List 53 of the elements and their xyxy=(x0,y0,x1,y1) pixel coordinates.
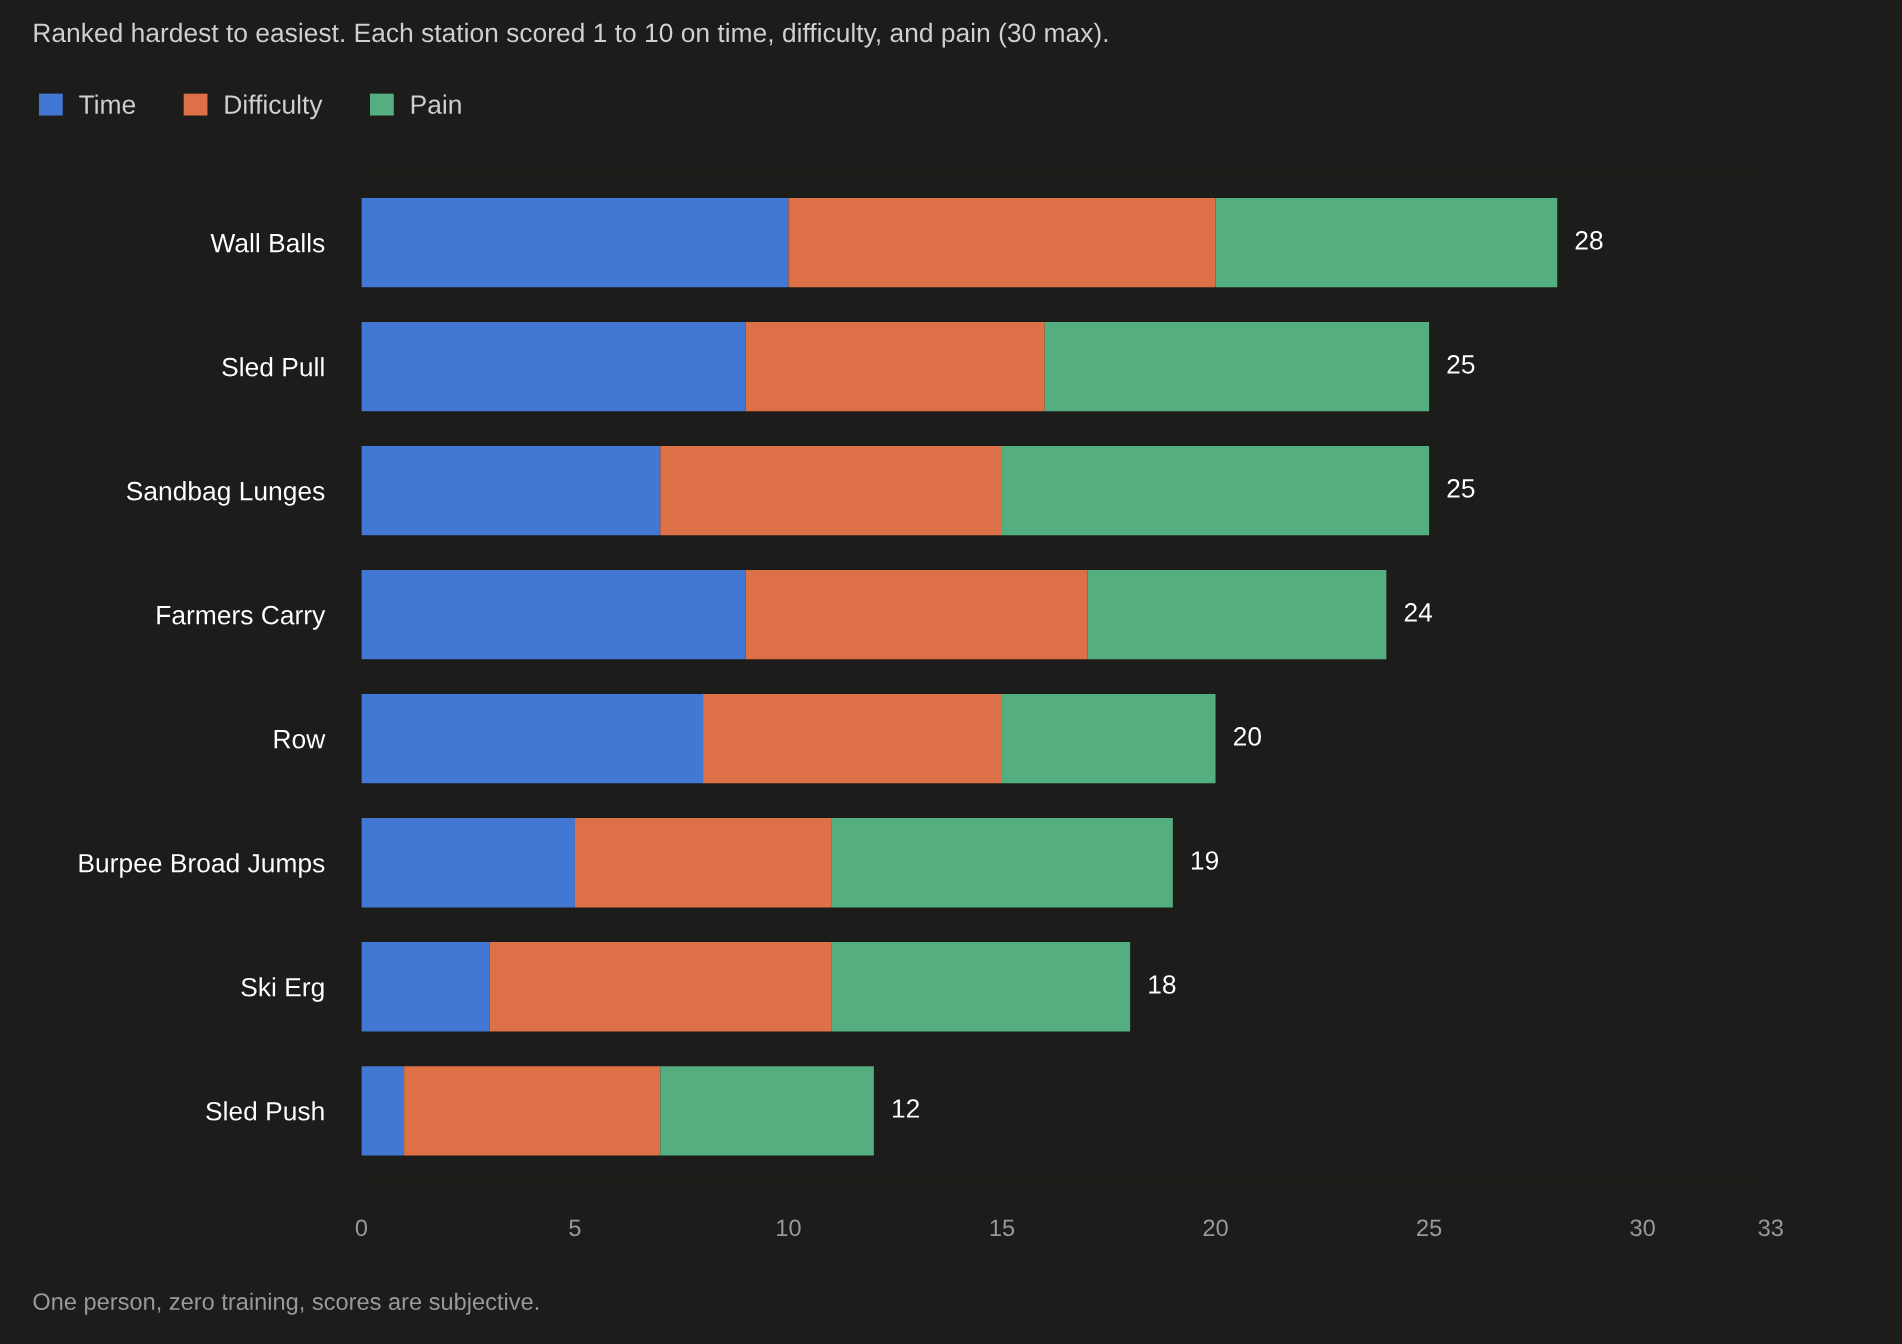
bar xyxy=(361,818,575,908)
bar xyxy=(703,694,1003,784)
x-tick-label: 30 xyxy=(1630,1219,1655,1237)
y-tick-label: Sandbag Lunges xyxy=(126,481,325,506)
total-label: 24 xyxy=(1404,603,1433,622)
total-label: 25 xyxy=(1447,355,1475,374)
bar xyxy=(660,446,1003,536)
y-tick-label: Wall Balls xyxy=(210,233,325,253)
bar xyxy=(1087,570,1387,660)
y-tick-label: Sled Push xyxy=(206,1101,324,1121)
bar xyxy=(1215,197,1558,288)
bar xyxy=(361,694,704,784)
bar xyxy=(361,322,746,412)
total-label: 20 xyxy=(1233,727,1261,746)
chart-title: Ranked hardest to easiest. Each station scored 1 to 10 on time, difficulty, and pain (30 max). xyxy=(34,22,1108,48)
total-label: 28 xyxy=(1575,231,1603,250)
total-label: 25 xyxy=(1447,479,1475,498)
bar xyxy=(361,197,789,288)
bar xyxy=(1002,446,1430,536)
legend-label: Difficulty xyxy=(225,94,323,120)
bar xyxy=(361,1066,405,1156)
x-tick-label: 15 xyxy=(990,1219,1015,1237)
total-label: 19 xyxy=(1191,851,1219,870)
bar xyxy=(831,818,1173,908)
legend-label: Pain xyxy=(411,94,461,114)
y-tick-label: Farmers Carry xyxy=(157,605,326,630)
bar xyxy=(489,942,832,1032)
bar xyxy=(574,818,832,908)
bar xyxy=(788,197,1216,288)
bar xyxy=(361,942,490,1032)
total-label: 12 xyxy=(892,1099,919,1118)
x-tick-label: 33 xyxy=(1758,1219,1783,1237)
x-tick-label: 10 xyxy=(777,1219,801,1237)
x-tick-label: 25 xyxy=(1417,1219,1442,1237)
bar xyxy=(361,570,746,660)
bar xyxy=(1044,322,1430,412)
x-tick-label: 20 xyxy=(1203,1219,1228,1237)
bar xyxy=(745,322,1045,412)
legend-label: Time xyxy=(79,94,136,114)
y-tick-label: Ski Erg xyxy=(241,977,324,1002)
bar xyxy=(404,1066,661,1156)
y-tick-label: Burpee Broad Jumps xyxy=(79,853,325,878)
bar xyxy=(361,446,661,536)
x-tick-label: 5 xyxy=(569,1219,581,1237)
y-tick-label: Sled Pull xyxy=(222,357,324,377)
y-tick-label: Row xyxy=(274,730,326,749)
bar xyxy=(1002,694,1216,784)
bar xyxy=(745,570,1088,660)
text: One person, zero training, scores are subjective. xyxy=(33,1292,539,1315)
x-tick-label: 0 xyxy=(355,1219,368,1237)
total-label: 18 xyxy=(1149,975,1176,994)
bar xyxy=(831,942,1131,1032)
bar xyxy=(660,1066,874,1156)
